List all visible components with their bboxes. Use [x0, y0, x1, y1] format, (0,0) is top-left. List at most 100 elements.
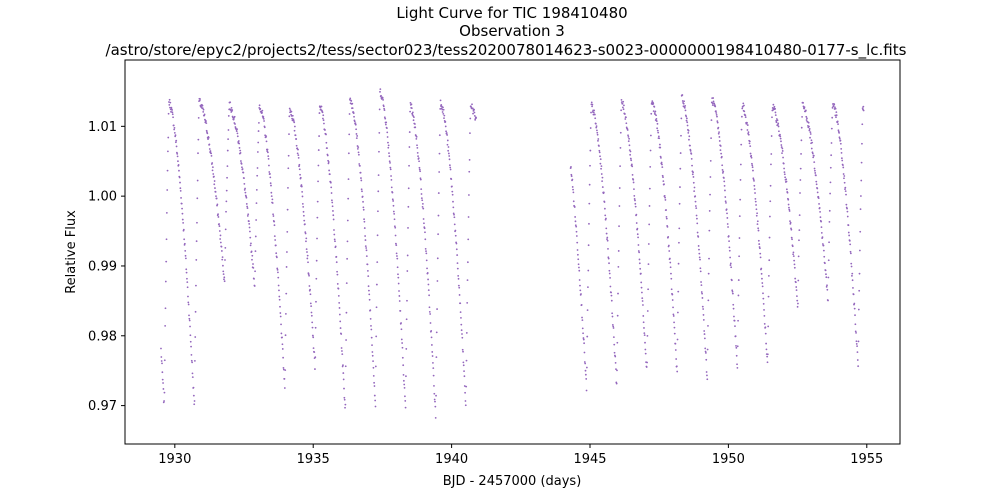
- flux-point: [766, 355, 769, 358]
- flux-point: [363, 218, 365, 221]
- flux-point: [723, 184, 726, 187]
- flux-point: [698, 256, 701, 259]
- flux-point: [761, 285, 764, 288]
- flux-point: [251, 258, 253, 261]
- flux-point: [644, 348, 647, 351]
- flux-point: [769, 200, 772, 203]
- flux-point: [596, 131, 599, 134]
- flux-point: [220, 250, 223, 252]
- flux-point: [427, 283, 430, 286]
- flux-point: [731, 289, 734, 292]
- flux-point: [832, 105, 835, 107]
- flux-point: [628, 149, 631, 152]
- flux-point: [736, 363, 738, 366]
- flux-point: [332, 214, 335, 217]
- flux-point: [857, 365, 860, 368]
- flux-point: [610, 299, 613, 302]
- flux-point: [427, 289, 430, 292]
- flux-point: [838, 136, 841, 139]
- flux-point: [570, 173, 573, 176]
- flux-point: [765, 348, 768, 351]
- flux-point: [689, 144, 691, 147]
- flux-point: [423, 227, 426, 230]
- flux-point: [231, 109, 234, 111]
- flux-point: [277, 271, 279, 274]
- flux-point: [591, 105, 593, 108]
- flux-point: [284, 312, 287, 315]
- flux-point: [175, 139, 178, 142]
- flux-point: [416, 146, 419, 149]
- flux-point: [757, 239, 760, 242]
- flux-point: [364, 235, 367, 237]
- flux-point: [359, 171, 362, 174]
- flux-point: [627, 134, 629, 137]
- flux-point: [693, 186, 696, 189]
- flux-point: [622, 108, 625, 111]
- flux-point: [854, 330, 857, 333]
- flux-point: [450, 178, 453, 180]
- flux-point: [326, 154, 329, 157]
- flux-point: [599, 158, 602, 161]
- flux-point: [755, 204, 757, 206]
- flux-point: [637, 236, 639, 239]
- flux-point: [269, 176, 272, 179]
- flux-point: [372, 366, 375, 369]
- flux-point: [280, 323, 282, 326]
- flux-point: [793, 263, 796, 266]
- flux-point: [160, 347, 162, 350]
- flux-point: [433, 398, 436, 401]
- flux-point: [427, 278, 429, 281]
- flux-point: [717, 132, 720, 135]
- flux-point: [684, 104, 687, 107]
- flux-point: [639, 272, 642, 275]
- flux-point: [665, 209, 668, 211]
- flux-point: [406, 299, 408, 302]
- flux-point: [188, 319, 191, 322]
- flux-point: [215, 197, 218, 200]
- flux-point: [160, 360, 163, 362]
- flux-point: [672, 306, 674, 309]
- flux-point: [335, 255, 338, 258]
- flux-point: [709, 176, 712, 178]
- flux-point: [311, 321, 314, 324]
- flux-point: [578, 266, 580, 269]
- flux-point: [591, 103, 594, 106]
- flux-point: [660, 156, 662, 159]
- flux-point: [237, 140, 240, 142]
- flux-point: [239, 151, 242, 154]
- flux-point: [317, 149, 320, 151]
- flux-point: [844, 186, 847, 189]
- flux-point: [282, 368, 285, 371]
- flux-point: [593, 109, 596, 112]
- flux-point: [308, 274, 310, 277]
- flux-point: [754, 200, 757, 203]
- flux-point: [434, 416, 437, 419]
- flux-point: [617, 250, 620, 252]
- flux-point: [826, 288, 829, 291]
- flux-point: [685, 119, 688, 122]
- flux-point: [162, 388, 165, 390]
- flux-point: [574, 224, 577, 227]
- flux-point: [201, 107, 204, 110]
- flux-point: [850, 262, 853, 265]
- flux-point: [262, 117, 265, 120]
- flux-point: [830, 127, 833, 130]
- flux-point: [743, 110, 746, 113]
- flux-point: [345, 339, 347, 341]
- flux-point: [597, 139, 599, 142]
- flux-point: [346, 219, 349, 222]
- flux-point: [859, 230, 862, 233]
- flux-point: [288, 107, 291, 110]
- flux-point: [453, 223, 456, 226]
- flux-point: [812, 156, 815, 159]
- flux-point: [575, 235, 578, 237]
- flux-point: [456, 254, 459, 256]
- flux-point: [457, 277, 460, 280]
- flux-point: [177, 160, 179, 163]
- y-axis-label: Relative Flux: [64, 210, 79, 294]
- flux-point: [423, 222, 425, 225]
- flux-point: [749, 145, 752, 148]
- flux-point: [845, 203, 848, 206]
- flux-point: [274, 244, 277, 247]
- flux-point: [463, 385, 466, 387]
